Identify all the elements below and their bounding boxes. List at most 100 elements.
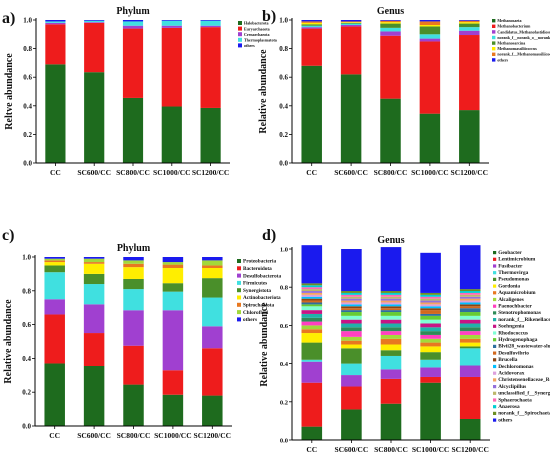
legend-label: norank_f__Rikenellaceae bbox=[498, 317, 550, 323]
legend-swatch bbox=[493, 331, 497, 335]
bar-segment bbox=[380, 296, 402, 299]
legend-label: Firmicutes bbox=[243, 281, 267, 287]
legend-label: Fusibacter bbox=[498, 263, 523, 269]
bar-segment bbox=[44, 260, 65, 263]
bar-segment bbox=[459, 306, 481, 309]
legend-swatch bbox=[493, 284, 497, 288]
legend-label: Euryarchaeota bbox=[244, 26, 270, 31]
y-tick-label: 0.4 bbox=[23, 102, 32, 110]
bar-segment bbox=[420, 323, 441, 328]
bar-segment bbox=[200, 27, 221, 108]
legend-swatch bbox=[237, 295, 241, 300]
bar-segment bbox=[380, 327, 402, 332]
bar-segment bbox=[301, 342, 323, 360]
x-tick-label: SC1000/CC bbox=[154, 431, 192, 440]
legend-swatch bbox=[237, 302, 241, 307]
bar-segment bbox=[162, 257, 184, 263]
y-tick-label: 0.0 bbox=[280, 438, 288, 445]
legend-swatch bbox=[237, 280, 241, 285]
legend-label: Spirochaetota bbox=[243, 303, 274, 309]
bar-segment bbox=[419, 20, 441, 22]
legend-swatch bbox=[493, 291, 497, 295]
bar-segment bbox=[341, 331, 362, 337]
x-tick-label: SC1000/CC bbox=[153, 168, 191, 177]
bar-segment bbox=[380, 323, 402, 328]
bar-segment bbox=[161, 20, 182, 21]
bar-segment bbox=[459, 300, 481, 303]
bar-segment bbox=[301, 291, 323, 293]
bar-segment bbox=[301, 304, 323, 307]
bar-segment bbox=[162, 267, 184, 284]
legend-label: Methanosaeta bbox=[497, 18, 521, 23]
bar-segment bbox=[459, 294, 481, 297]
legend-swatch bbox=[493, 364, 497, 369]
bar-segment bbox=[420, 298, 441, 301]
bar-segment bbox=[420, 315, 441, 320]
bar-segment bbox=[380, 306, 402, 309]
legend-swatch bbox=[493, 311, 497, 315]
bar-segment bbox=[301, 27, 322, 29]
bar-segment bbox=[301, 426, 323, 440]
bar-segment bbox=[380, 334, 402, 339]
bar-segment bbox=[380, 27, 401, 32]
legend-label: Sphaerochaeta bbox=[498, 397, 532, 403]
x-tick-label: SC800/CC bbox=[374, 168, 408, 177]
legend-label: Anaerosa bbox=[498, 404, 520, 410]
bar-segment bbox=[380, 350, 402, 356]
bar-segment bbox=[45, 64, 66, 163]
bar-segment bbox=[459, 323, 481, 328]
bar-segment bbox=[301, 285, 323, 288]
panel-label: d) bbox=[262, 227, 276, 244]
bar-segment bbox=[380, 319, 402, 324]
legend-label: Methanobacterium bbox=[497, 24, 531, 29]
bar-segment bbox=[459, 23, 480, 28]
bar-segment bbox=[341, 363, 362, 376]
bar-segment bbox=[161, 27, 182, 107]
x-tick-label: CC bbox=[306, 168, 317, 177]
legend-label: Acidovorax bbox=[498, 371, 525, 377]
legend-swatch bbox=[492, 58, 496, 62]
bar-segment bbox=[380, 23, 401, 28]
legend-swatch bbox=[493, 251, 497, 255]
y-axis-label: Relative abundance bbox=[3, 299, 14, 384]
bar-segment bbox=[459, 334, 481, 339]
legend-label: Geobacter bbox=[498, 250, 522, 256]
bar-segment bbox=[301, 313, 323, 318]
bar-segment bbox=[459, 348, 481, 366]
x-tick-label: CC bbox=[49, 431, 60, 440]
bar-segment bbox=[44, 265, 65, 273]
legend-swatch bbox=[493, 264, 497, 268]
legend-label: norank_f__Spirochaetaceae bbox=[498, 411, 550, 417]
bar-segment bbox=[341, 300, 362, 303]
bar-segment bbox=[420, 304, 441, 307]
bar-segment bbox=[341, 327, 362, 332]
legend-swatch bbox=[493, 271, 497, 275]
bar-segment bbox=[202, 260, 223, 266]
bar-segment bbox=[459, 315, 481, 320]
bar-segment bbox=[301, 321, 323, 326]
legend-label: unclassified_f__Synergistaceae bbox=[498, 391, 550, 397]
bar-segment bbox=[459, 22, 480, 24]
bar-segment bbox=[459, 20, 480, 21]
x-tick-label: SC1200/CC bbox=[192, 168, 230, 177]
legend-swatch bbox=[492, 30, 496, 34]
bar-segment bbox=[419, 21, 441, 26]
legend-label: Rhodococcus bbox=[498, 330, 528, 336]
legend-label: Gordonia bbox=[498, 283, 520, 289]
legend-label: Dechloromonas bbox=[498, 364, 533, 370]
bar-segment bbox=[459, 327, 481, 332]
bar-segment bbox=[459, 292, 481, 295]
bar-segment bbox=[44, 257, 65, 259]
bar-segment bbox=[202, 297, 223, 327]
bar-segment bbox=[380, 369, 402, 379]
bar-segment bbox=[380, 20, 401, 23]
y-tick-label: 0.8 bbox=[23, 45, 32, 53]
bar-segment bbox=[83, 257, 105, 259]
bar-segment bbox=[459, 289, 481, 292]
bar-segment bbox=[340, 74, 362, 163]
bar-segment bbox=[301, 302, 323, 305]
bar-segment bbox=[123, 257, 144, 261]
y-tick-label: 1.0 bbox=[23, 17, 32, 25]
bar-segment bbox=[459, 245, 481, 290]
